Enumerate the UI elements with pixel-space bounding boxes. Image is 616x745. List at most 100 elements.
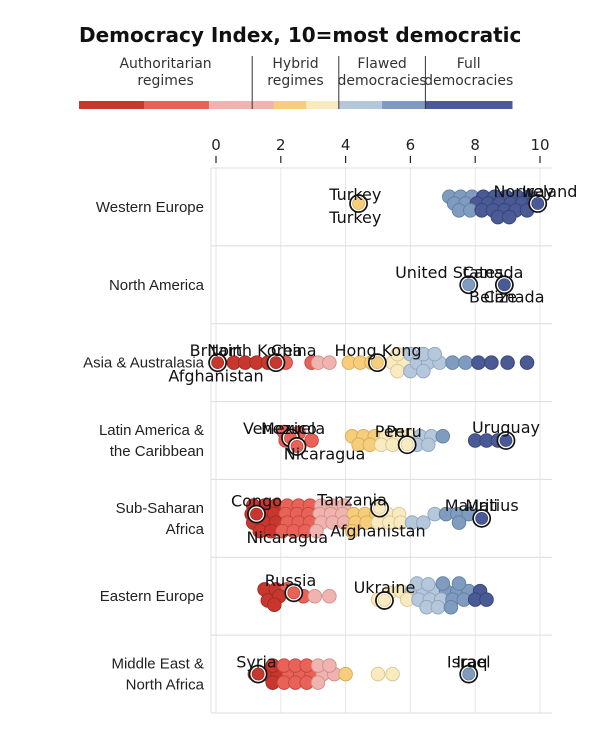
country-label: Peru [386,422,422,441]
country-label: Nicaragua [247,528,329,547]
country-dot [430,600,446,615]
country-dot [309,523,324,539]
legend-swatch [208,101,275,109]
x-tick-label: 0 [211,136,221,154]
x-tick-label: 4 [341,136,351,154]
country-label: Britain [190,341,243,360]
legend-label: Flawed [357,56,406,72]
country-dot [322,588,337,604]
country-dot [390,363,405,379]
country-dot [443,600,459,615]
country-label: Afghanistan [330,521,425,540]
country-label: Venezuela [243,419,325,438]
legend-swatch [306,101,340,109]
region-label: the Caribbean [110,443,204,460]
country-dot [451,576,467,591]
country-label: Russia [265,571,316,590]
region-label: Middle East & [111,656,204,673]
country-dot [519,355,535,370]
country-label: Turkey [328,208,381,227]
country-dot [370,666,386,682]
country-label: Norway [493,182,554,201]
country-label: Ireland [522,182,577,201]
country-dot [501,209,517,225]
country-label: Hong Kong [335,341,422,360]
country-dot-highlighted [462,278,476,292]
region-label: Latin America & [99,422,204,439]
legend-label: democracies [424,73,513,89]
country-dot [304,433,319,448]
country-dot [500,355,515,370]
country-dot [385,666,400,682]
legend-swatch [382,101,426,109]
country-dot-highlighted [269,356,283,370]
legend-label: democracies [337,73,426,89]
country-label: Ukraine [354,578,416,597]
legend-label: regimes [137,73,193,89]
country-dot [322,658,337,673]
country-label: Uruguay [472,418,540,437]
country-label: Canada [463,263,524,282]
country-dot [479,592,494,607]
legend-swatch [338,101,383,109]
country-dot-highlighted [373,501,387,515]
country-dot [420,437,436,453]
legend-swatch [79,101,145,109]
country-label: Belize [469,288,517,307]
country-dot [322,355,337,370]
x-tick-label: 2 [276,136,286,154]
country-dot-highlighted [251,667,265,681]
country-dot [310,675,326,690]
country-label: Afghanistan [168,366,263,385]
country-dot [484,355,499,370]
region-label: North America [109,277,205,294]
legend-label: regimes [267,73,323,89]
region-panel: Eastern Europe Russia Ukraine [100,556,552,615]
x-tick-label: 10 [530,136,549,154]
country-dot [307,588,323,604]
country-dot [338,666,353,682]
region-label: Sub-Saharan [116,500,204,517]
country-dot-highlighted [499,434,513,447]
legend-swatch [425,101,470,109]
country-dot [445,355,460,370]
country-label: Iraq [456,652,487,671]
country-dot-highlighted [290,440,304,453]
country-label: Canada [484,288,545,307]
country-dot [344,523,360,539]
country-label: Peru [375,422,411,441]
legend-label: Authoritarian [119,56,211,72]
country-dot [427,346,442,362]
region-label: Asia & Australasia [83,355,205,372]
country-dot [458,355,473,370]
region-label: Africa [166,521,205,538]
country-dot-highlighted [287,586,301,600]
country-label: Mali [465,496,498,515]
country-label: Turkey [328,185,381,204]
country-label: Nicaragua [284,444,366,463]
country-dot [420,577,436,592]
country-dot-highlighted [250,507,263,521]
legend-label: Full [457,56,481,72]
country-dot [451,515,467,530]
legend-swatch [468,101,513,109]
x-tick-label: 8 [470,136,480,154]
country-dot [435,429,451,444]
x-tick-label: 6 [406,136,416,154]
legend-label: Hybrid [272,56,318,72]
legend-swatch [273,101,307,109]
country-label: China [271,341,317,360]
country-dot-highlighted [370,356,384,370]
region-label: Eastern Europe [100,588,204,605]
country-label: North Korea [207,341,302,360]
country-label: Congo [231,492,282,511]
country-dot-highlighted [211,356,225,370]
country-label: Israel [447,652,491,671]
country-dot-highlighted [400,438,414,452]
country-label: Mauritius [445,496,519,515]
region-panel: Latin America & the Caribbean VenezuelaMex… [99,401,552,463]
